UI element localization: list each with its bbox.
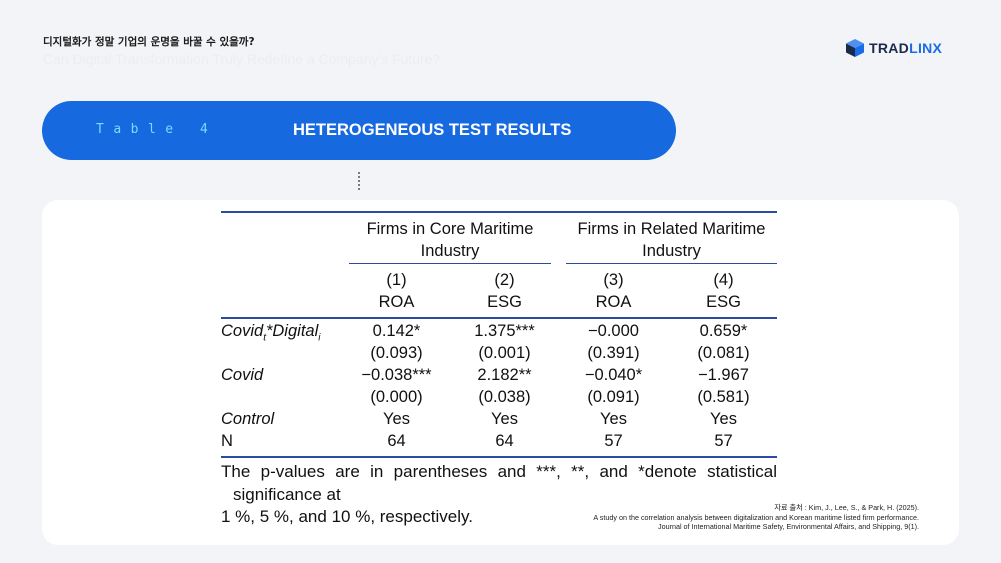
pval-covid-digital-1: (0.093) <box>370 344 423 362</box>
table-number-label: Table 4 <box>96 122 218 137</box>
n-3: 57 <box>604 432 623 450</box>
col4-number: (4) <box>713 271 734 289</box>
table-note-line1: The p-values are in parentheses and ***,… <box>221 462 777 481</box>
coef-covid-2: 2.182** <box>477 366 532 384</box>
col3-number: (3) <box>603 271 624 289</box>
row-label-control: Control <box>221 410 275 428</box>
control-1: Yes <box>383 410 410 428</box>
coef-covid-digital-3: −0.000 <box>588 322 639 340</box>
col4-name: ESG <box>706 293 741 311</box>
table-note-line2: significance at <box>233 485 341 504</box>
pval-covid-3: (0.091) <box>587 388 640 406</box>
col2-name: ESG <box>487 293 522 311</box>
pval-covid-4: (0.581) <box>697 388 750 406</box>
table-note-line3: 1 %, 5 %, and 10 %, respectively. <box>221 507 473 526</box>
content-card <box>42 200 959 545</box>
bottom-rule <box>221 456 777 458</box>
pval-covid-digital-4: (0.081) <box>697 344 750 362</box>
logo-trad-text: TRAD <box>869 40 910 56</box>
banner-title: HETEROGENEOUS TEST RESULTS <box>293 121 572 139</box>
coef-covid-digital-2: 1.375*** <box>474 322 535 340</box>
n-4: 57 <box>714 432 733 450</box>
n-2: 64 <box>495 432 514 450</box>
control-4: Yes <box>710 410 737 428</box>
source-line3: Journal of International Maritime Safety… <box>657 522 919 531</box>
logo-linx-text: LINX <box>909 40 943 56</box>
row-label-n: N <box>221 432 233 450</box>
col2-number: (2) <box>494 271 515 289</box>
source-citation: 자료 출처 : Kim, J., Lee, S., & Park, H. (20… <box>593 503 919 532</box>
col3-name: ROA <box>595 293 632 311</box>
group-rule-related <box>566 263 777 265</box>
group-header-related: Firms in Related Maritime Industry <box>577 220 766 260</box>
coef-covid-3: −0.040* <box>584 366 643 384</box>
table-banner: Table 4 HETEROGENEOUS TEST RESULTS <box>42 101 676 160</box>
header-rule <box>221 317 777 319</box>
col1-number: (1) <box>386 271 407 289</box>
pval-covid-digital-3: (0.391) <box>587 344 640 362</box>
source-line1: 자료 출처 : Kim, J., Lee, S., & Park, H. (20… <box>774 503 919 512</box>
top-rule <box>221 211 777 213</box>
korean-title: 디지털화가 정말 기업의 운명을 바꿀 수 있을까? <box>43 36 255 48</box>
control-2: Yes <box>491 410 518 428</box>
n-1: 64 <box>387 432 406 450</box>
source-line2: A study on the correlation analysis betw… <box>593 512 919 522</box>
pval-covid-digital-2: (0.001) <box>478 344 531 362</box>
col1-name: ROA <box>378 293 415 311</box>
row-label-covid: Covid <box>221 366 264 384</box>
tradlinx-cube-icon <box>846 39 864 57</box>
coef-covid-digital-1: 0.142* <box>372 322 421 340</box>
pval-covid-1: (0.000) <box>370 388 423 406</box>
coef-covid-1: −0.038*** <box>361 366 432 384</box>
english-subtitle: Can Digital Transformation Truly Redefin… <box>43 51 441 67</box>
row-label-covid-digital: Covidt*Digitali <box>221 322 321 344</box>
coef-covid-4: −1.967 <box>698 366 749 384</box>
group-header-core: Firms in Core Maritime Industry <box>366 220 534 260</box>
control-3: Yes <box>600 410 627 428</box>
group-rule-core <box>349 263 551 265</box>
tradlinx-logo[interactable]: TRADLINX <box>845 38 942 58</box>
pval-covid-2: (0.038) <box>478 388 531 406</box>
dotted-connector <box>358 172 360 190</box>
coef-covid-digital-4: 0.659* <box>699 322 748 340</box>
